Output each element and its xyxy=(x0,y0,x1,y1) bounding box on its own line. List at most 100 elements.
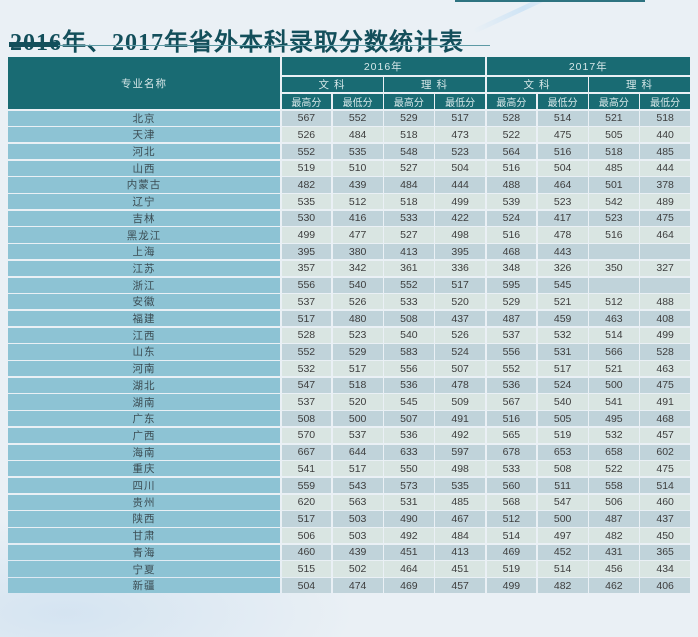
table-row: 四川 559 543 573 535 560 511 558 514 xyxy=(8,477,690,494)
table-row: 江西 528 523 540 526 537 532 514 499 xyxy=(8,327,690,343)
score-cell: 463 xyxy=(640,361,690,377)
score-cell: 492 xyxy=(435,427,485,444)
score-cell: 565 xyxy=(486,427,537,444)
score-cell: 464 xyxy=(384,561,434,577)
score-cell: 556 xyxy=(281,277,332,293)
score-cell: 365 xyxy=(640,544,690,560)
title-underline xyxy=(9,42,490,47)
table-row: 江苏 357 342 361 336 348 326 350 327 xyxy=(8,260,690,277)
scores-table: 专业名称 2016年 2017年 文 科 理 科 文 科 理 科 最高分 最低分… xyxy=(8,57,690,594)
table-row: 宁夏 515 502 464 451 519 514 456 434 xyxy=(8,561,690,577)
score-cell: 517 xyxy=(332,461,383,477)
table-body: 北京 567 552 529 517 528 514 521 518 天津 526 484 518 473… xyxy=(8,110,690,594)
table-row: 贵州 620 563 531 485 568 547 506 460 xyxy=(8,494,690,510)
score-cell: 521 xyxy=(589,110,639,126)
score-cell: 506 xyxy=(589,494,639,510)
score-cell: 434 xyxy=(640,561,690,577)
score-cell: 532 xyxy=(537,327,588,343)
score-cell: 521 xyxy=(589,361,639,377)
province-cell: 陕西 xyxy=(8,511,280,527)
score-cell: 535 xyxy=(332,143,383,160)
score-cell: 523 xyxy=(537,194,588,210)
province-cell: 内蒙古 xyxy=(8,177,280,193)
score-cell: 484 xyxy=(332,127,383,143)
table-row: 北京 567 552 529 517 528 514 521 518 xyxy=(8,110,690,126)
score-cell xyxy=(640,277,690,293)
score-cell: 516 xyxy=(486,160,537,176)
score-cell: 519 xyxy=(486,561,537,577)
province-cell: 四川 xyxy=(8,477,280,494)
score-cell: 498 xyxy=(435,461,485,477)
score-cell: 482 xyxy=(537,578,588,594)
province-cell: 广西 xyxy=(8,427,280,444)
score-cell: 511 xyxy=(537,477,588,494)
header-min-score: 最低分 xyxy=(640,93,690,109)
score-cell: 508 xyxy=(384,310,434,327)
score-cell: 517 xyxy=(435,277,485,293)
header-max-score: 最高分 xyxy=(384,93,434,109)
score-cell: 512 xyxy=(332,194,383,210)
province-cell: 山西 xyxy=(8,160,280,176)
score-cell: 490 xyxy=(384,511,434,527)
header-max-score: 最高分 xyxy=(281,93,332,109)
score-cell: 326 xyxy=(537,260,588,277)
score-cell: 457 xyxy=(640,427,690,444)
score-cell: 570 xyxy=(281,427,332,444)
score-cell: 342 xyxy=(332,260,383,277)
score-cell: 522 xyxy=(589,461,639,477)
score-cell: 531 xyxy=(537,344,588,360)
province-cell: 辽宁 xyxy=(8,194,280,210)
score-cell: 518 xyxy=(384,127,434,143)
score-cell: 517 xyxy=(537,361,588,377)
score-cell: 545 xyxy=(537,277,588,293)
table-row: 河北 552 535 548 523 564 516 518 485 xyxy=(8,143,690,160)
score-cell: 529 xyxy=(332,344,383,360)
score-cell: 503 xyxy=(332,528,383,544)
score-cell: 512 xyxy=(589,294,639,310)
score-cell: 502 xyxy=(332,561,383,577)
score-cell: 350 xyxy=(589,260,639,277)
score-cell: 406 xyxy=(640,578,690,594)
score-cell: 508 xyxy=(281,411,332,427)
score-cell: 417 xyxy=(537,210,588,226)
header-year-2017: 2017年 xyxy=(486,57,690,75)
score-cell: 336 xyxy=(435,260,485,277)
score-cell: 518 xyxy=(589,143,639,160)
score-cell: 503 xyxy=(332,511,383,527)
score-cell: 519 xyxy=(281,160,332,176)
table-row: 湖南 537 520 545 509 567 540 541 491 xyxy=(8,394,690,410)
header-year-2016: 2016年 xyxy=(281,57,485,75)
score-cell: 459 xyxy=(537,310,588,327)
score-cell: 450 xyxy=(640,528,690,544)
score-cell: 526 xyxy=(281,127,332,143)
score-cell: 488 xyxy=(640,294,690,310)
province-cell: 江西 xyxy=(8,327,280,343)
score-cell: 480 xyxy=(332,310,383,327)
province-cell: 湖北 xyxy=(8,377,280,393)
score-cell: 468 xyxy=(486,244,537,260)
score-cell: 568 xyxy=(486,494,537,510)
score-cell: 478 xyxy=(435,377,485,393)
score-cell: 361 xyxy=(384,260,434,277)
score-cell: 566 xyxy=(589,344,639,360)
score-cell: 597 xyxy=(435,444,485,460)
score-cell: 508 xyxy=(537,461,588,477)
score-cell: 519 xyxy=(537,427,588,444)
score-cell: 537 xyxy=(332,427,383,444)
score-cell: 528 xyxy=(640,344,690,360)
score-cell: 541 xyxy=(281,461,332,477)
score-cell: 552 xyxy=(332,110,383,126)
score-cell: 514 xyxy=(589,327,639,343)
score-cell: 530 xyxy=(281,210,332,226)
score-cell: 505 xyxy=(589,127,639,143)
score-cell xyxy=(589,244,639,260)
score-cell: 653 xyxy=(537,444,588,460)
header-subject-arts-2017: 文 科 xyxy=(486,76,588,92)
score-cell: 422 xyxy=(435,210,485,226)
province-cell: 山东 xyxy=(8,344,280,360)
score-cell: 532 xyxy=(281,361,332,377)
score-cell: 539 xyxy=(486,194,537,210)
score-cell: 552 xyxy=(281,143,332,160)
score-cell: 526 xyxy=(435,327,485,343)
score-cell: 573 xyxy=(384,477,434,494)
